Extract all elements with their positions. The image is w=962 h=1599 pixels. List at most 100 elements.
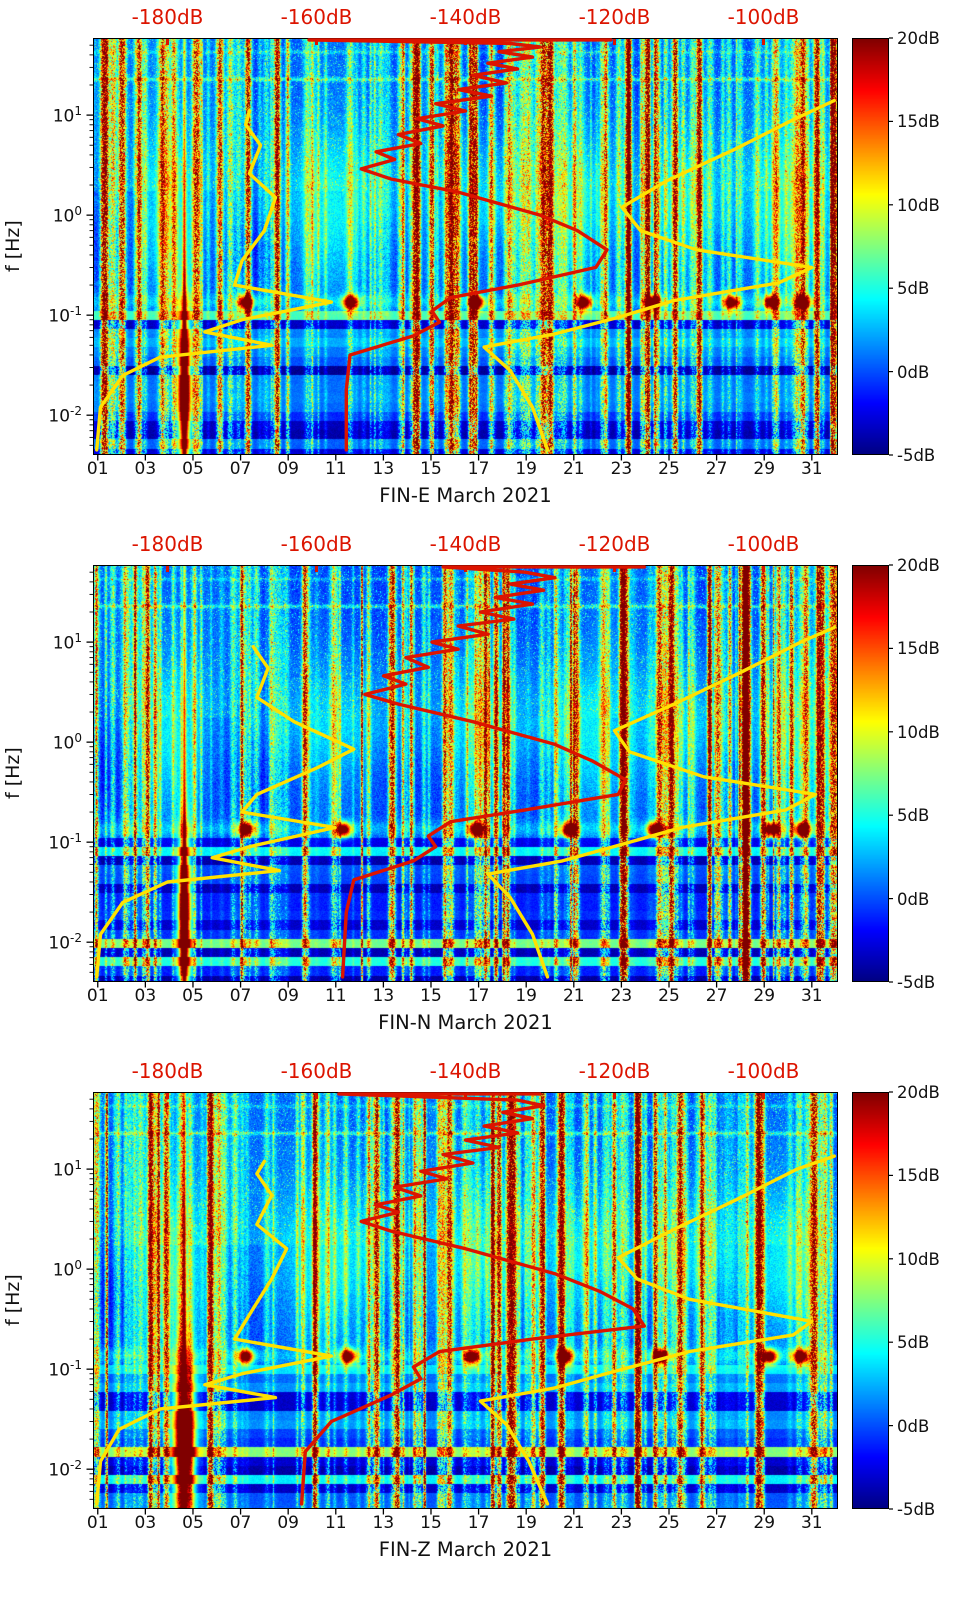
- colorbar-fin-e: [852, 38, 889, 455]
- x-tick-label: 15: [420, 1513, 442, 1533]
- x-tick-label: 09: [277, 1513, 299, 1533]
- x-tick-label: 31: [800, 459, 823, 479]
- panel-title-fin-z: FIN-Z March 2021: [378, 1538, 553, 1561]
- colorbar-tick-label: 15dB: [897, 639, 940, 659]
- colorbar-tick-label: -5dB: [897, 446, 936, 465]
- y-tick-base: 10: [48, 833, 71, 854]
- panel-fin-z: -180dB -160dB -140dB -120dB -100dB f [Hz] 10…: [0, 1054, 962, 1581]
- x-tick-label: 15: [420, 459, 442, 479]
- y-tick-exponent: -2: [70, 404, 82, 419]
- y-tick-exponent: -1: [70, 831, 82, 846]
- x-tick-label: 05: [182, 986, 204, 1006]
- x-tick-label: 27: [705, 986, 728, 1006]
- x-tick-label: 21: [562, 459, 585, 479]
- x-tick-label: 23: [610, 986, 633, 1006]
- y-tick-base: 10: [52, 106, 75, 127]
- x-tick-label: 25: [658, 986, 680, 1006]
- x-tick-label: 09: [277, 986, 299, 1006]
- x-tick-label: 11: [324, 1513, 347, 1533]
- x-tick-label: 29: [753, 459, 776, 479]
- y-tick-label: 10-1: [22, 304, 82, 327]
- x-tick-label: 23: [610, 1513, 633, 1533]
- colorbar-tick-label: 0dB: [897, 889, 930, 909]
- top-axis-label: -180dB: [131, 532, 204, 556]
- y-tick-base: 10: [48, 1360, 71, 1381]
- y-axis-label: f [Hz]: [2, 747, 24, 800]
- y-tick-label: 101: [22, 104, 82, 127]
- x-tick-label: 07: [229, 459, 252, 479]
- top-axis-label: -120dB: [578, 1059, 651, 1083]
- colorbar-tick-label: -5dB: [897, 1500, 936, 1519]
- y-tick-exponent: -2: [70, 1458, 82, 1473]
- colorbar-tick-label: 20dB: [897, 1083, 940, 1102]
- x-tick-label: 17: [467, 459, 490, 479]
- x-tick-label: 31: [800, 1513, 823, 1533]
- y-tick-base: 10: [48, 306, 71, 327]
- y-tick-label: 101: [22, 1158, 82, 1181]
- colorbar-tick-label: 0dB: [897, 1416, 930, 1436]
- x-tick-label: 23: [610, 459, 633, 479]
- x-tick-label: 19: [515, 459, 537, 479]
- x-tick-label: 03: [134, 1513, 157, 1533]
- colorbar-tick-label: 5dB: [897, 1333, 930, 1353]
- colorbar-tick-label: 15dB: [897, 1166, 940, 1186]
- panel-fin-n: -180dB -160dB -140dB -120dB -100dB f [Hz] 10…: [0, 527, 962, 1054]
- y-tick-label: 100: [22, 1258, 82, 1281]
- x-tick-label: 01: [86, 986, 109, 1006]
- top-axis-label: -120dB: [578, 5, 651, 29]
- panel-title-fin-e: FIN-E March 2021: [379, 484, 552, 507]
- x-tick-label: 05: [182, 459, 204, 479]
- colorbar-tick-label: 10dB: [897, 1249, 940, 1269]
- y-axis-label: f [Hz]: [2, 220, 24, 273]
- x-tick-label: 19: [515, 986, 537, 1006]
- y-axis-label: f [Hz]: [2, 1274, 24, 1327]
- y-tick-label: 100: [22, 731, 82, 754]
- x-tick-label: 17: [467, 1513, 490, 1533]
- y-tick-label: 10-2: [22, 931, 82, 954]
- top-axis-label: -120dB: [578, 532, 651, 556]
- x-tick-label: 07: [229, 1513, 252, 1533]
- x-tick-label: 01: [86, 1513, 109, 1533]
- y-tick-label: 101: [22, 631, 82, 654]
- x-tick-label: 05: [182, 1513, 204, 1533]
- x-tick-label: 29: [753, 1513, 776, 1533]
- y-tick-exponent: -2: [70, 931, 82, 946]
- top-axis-label: -160dB: [280, 1059, 353, 1083]
- x-tick-label: 07: [229, 986, 252, 1006]
- top-axis-label: -100dB: [727, 5, 800, 29]
- x-tick-label: 21: [562, 986, 585, 1006]
- y-tick-base: 10: [52, 1260, 75, 1281]
- colorbar-tick-label: 5dB: [897, 806, 930, 826]
- y-tick-exponent: 1: [74, 1158, 82, 1173]
- x-tick-label: 09: [277, 459, 299, 479]
- top-axis-label: -160dB: [280, 532, 353, 556]
- colorbar-fin-n: [852, 565, 889, 982]
- colorbar-tick-label: 0dB: [897, 362, 930, 382]
- panel-title-fin-n: FIN-N March 2021: [378, 1011, 553, 1034]
- panel-fin-e: -180dB -160dB -140dB -120dB -100dB f [Hz] 10…: [0, 0, 962, 527]
- y-tick-exponent: -1: [70, 1358, 82, 1373]
- x-tick-label: 01: [86, 459, 109, 479]
- x-tick-label: 15: [420, 986, 442, 1006]
- top-axis-label: -180dB: [131, 5, 204, 29]
- y-tick-exponent: 1: [74, 631, 82, 646]
- top-axis-label: -140dB: [429, 1059, 502, 1083]
- y-tick-label: 10-1: [22, 831, 82, 854]
- colorbar-tick-label: 10dB: [897, 195, 940, 215]
- y-tick-base: 10: [52, 733, 75, 754]
- top-axis-label: -160dB: [280, 5, 353, 29]
- y-tick-label: 100: [22, 204, 82, 227]
- y-tick-exponent: 0: [74, 731, 82, 746]
- x-tick-label: 13: [372, 986, 395, 1006]
- y-tick-exponent: 0: [74, 1258, 82, 1273]
- x-tick-label: 13: [372, 1513, 395, 1533]
- top-axis-label: -100dB: [727, 1059, 800, 1083]
- top-axis-label: -100dB: [727, 532, 800, 556]
- top-axis-label: -140dB: [429, 5, 502, 29]
- x-tick-label: 03: [134, 986, 157, 1006]
- x-tick-label: 27: [705, 459, 728, 479]
- x-tick-label: 03: [134, 459, 157, 479]
- x-tick-label: 27: [705, 1513, 728, 1533]
- colorbar-tick-label: 20dB: [897, 556, 940, 575]
